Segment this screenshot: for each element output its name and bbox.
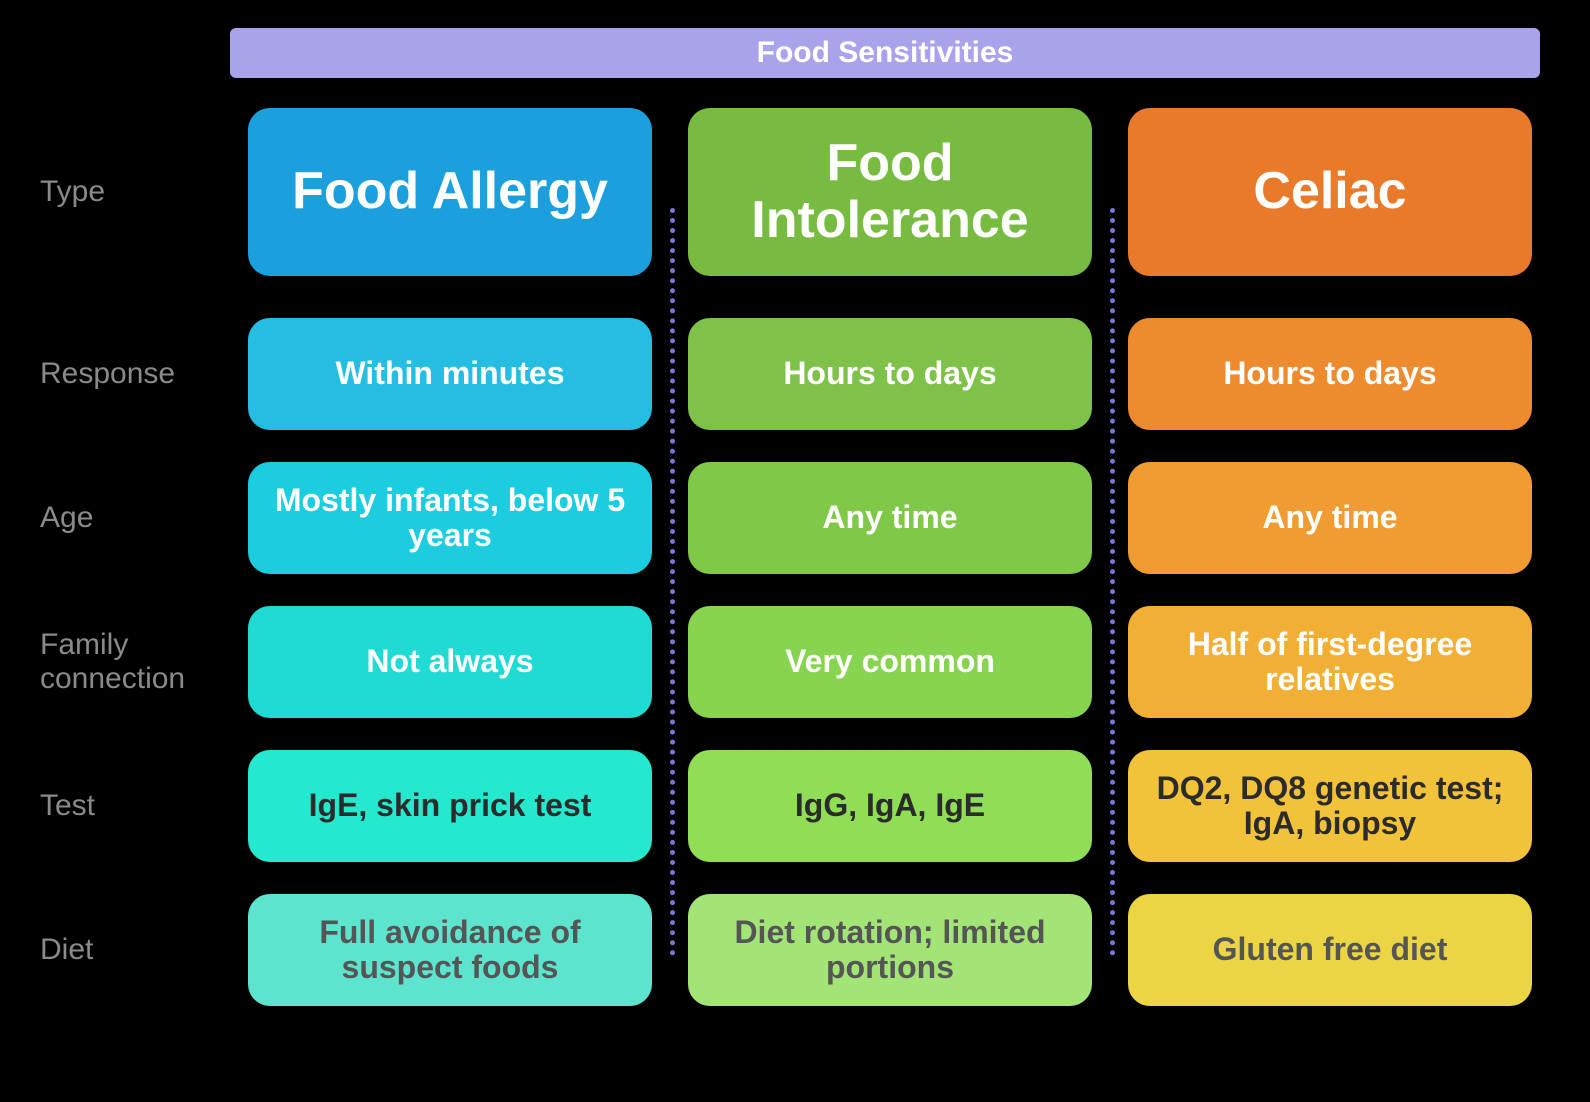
row-label: Response bbox=[40, 318, 230, 430]
col-celiac: Celiac bbox=[1110, 108, 1550, 276]
cell-test-celiac: DQ2, DQ8 genetic test; IgA, biopsy bbox=[1128, 750, 1532, 862]
cell-age-intolerance: Any time bbox=[688, 462, 1092, 574]
cell-type-celiac: Celiac bbox=[1128, 108, 1532, 276]
row-test: Test IgE, skin prick test IgG, IgA, IgE … bbox=[40, 750, 1550, 862]
row-label: Test bbox=[40, 750, 230, 862]
row-age: Age Mostly infants, below 5 years Any ti… bbox=[40, 462, 1550, 574]
cell-family-allergy: Not always bbox=[248, 606, 652, 718]
col-allergy: Food Allergy bbox=[230, 108, 670, 276]
row-diet: Diet Full avoidance of suspect foods Die… bbox=[40, 894, 1550, 1006]
cell-test-allergy: IgE, skin prick test bbox=[248, 750, 652, 862]
header-title: Food Sensitivities bbox=[757, 36, 1014, 69]
row-response: Response Within minutes Hours to days Ho… bbox=[40, 318, 1550, 430]
row-family: Family connection Not always Very common… bbox=[40, 606, 1550, 718]
cell-test-intolerance: IgG, IgA, IgE bbox=[688, 750, 1092, 862]
cell-diet-allergy: Full avoidance of suspect foods bbox=[248, 894, 652, 1006]
cell-response-intolerance: Hours to days bbox=[688, 318, 1092, 430]
row-label: Family connection bbox=[40, 606, 230, 718]
cell-diet-intolerance: Diet rotation; limited portions bbox=[688, 894, 1092, 1006]
cell-family-celiac: Half of first-degree relatives bbox=[1128, 606, 1532, 718]
row-label: Type bbox=[40, 108, 230, 276]
col-intolerance: Food Intolerance bbox=[670, 108, 1110, 276]
row-label: Diet bbox=[40, 894, 230, 1006]
comparison-grid: Type Food Allergy Food Intolerance Celia… bbox=[40, 108, 1550, 1006]
cell-family-intolerance: Very common bbox=[688, 606, 1092, 718]
cell-response-celiac: Hours to days bbox=[1128, 318, 1532, 430]
cell-age-allergy: Mostly infants, below 5 years bbox=[248, 462, 652, 574]
cell-diet-celiac: Gluten free diet bbox=[1128, 894, 1532, 1006]
row-label: Age bbox=[40, 462, 230, 574]
header-bar: Food Sensitivities bbox=[230, 28, 1540, 78]
cell-response-allergy: Within minutes bbox=[248, 318, 652, 430]
cell-age-celiac: Any time bbox=[1128, 462, 1532, 574]
row-type: Type Food Allergy Food Intolerance Celia… bbox=[40, 108, 1550, 276]
cell-type-intolerance: Food Intolerance bbox=[688, 108, 1092, 276]
cell-type-allergy: Food Allergy bbox=[248, 108, 652, 276]
infographic-container: Food Sensitivities Type Food Allergy Foo… bbox=[0, 0, 1590, 1102]
